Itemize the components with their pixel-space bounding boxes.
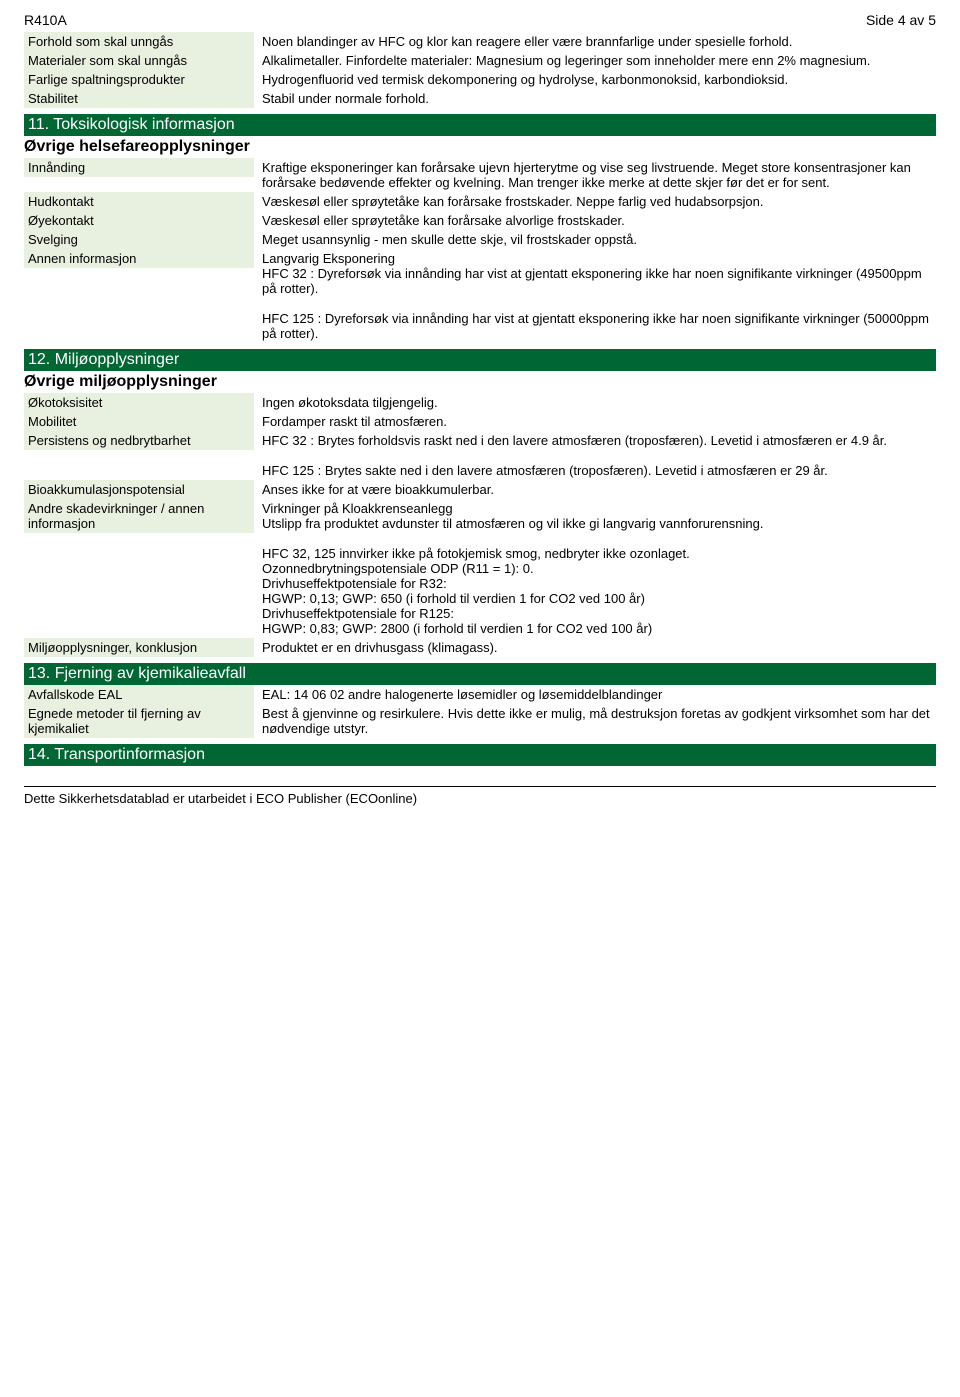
kv-value: Stabil under normale forhold. (254, 89, 936, 108)
kv-value: Alkalimetaller. Finfordelte materialer: … (254, 51, 936, 70)
kv-label: Avfallskode EAL (24, 685, 254, 704)
kv-row: Annen informasjonLangvarig Eksponering H… (24, 249, 936, 343)
section12-subtitle: Øvrige miljøopplysninger (24, 373, 936, 391)
kv-value: Meget usannsynlig - men skulle dette skj… (254, 230, 936, 249)
kv-value: Kraftige eksponeringer kan forårsake uje… (254, 158, 936, 192)
kv-row: StabilitetStabil under normale forhold. (24, 89, 936, 108)
kv-row: Materialer som skal unngåsAlkalimetaller… (24, 51, 936, 70)
kv-label: Persistens og nedbrytbarhet (24, 431, 254, 450)
kv-label: Materialer som skal unngås (24, 51, 254, 70)
footer: Dette Sikkerhetsdatablad er utarbeidet i… (24, 786, 936, 806)
kv-row: Farlige spaltningsprodukterHydrogenfluor… (24, 70, 936, 89)
section11-subtitle: Øvrige helsefareopplysninger (24, 138, 936, 156)
kv-value: Ingen økotoksdata tilgjengelig. (254, 393, 936, 412)
kv-value: Best å gjenvinne og resirkulere. Hvis de… (254, 704, 936, 738)
section12-title: 12. Miljøopplysninger (24, 349, 936, 371)
section11-rows: InnåndingKraftige eksponeringer kan forå… (24, 158, 936, 343)
kv-label: Miljøopplysninger, konklusjon (24, 638, 254, 657)
kv-label: Økotoksisitet (24, 393, 254, 412)
kv-row: SvelgingMeget usannsynlig - men skulle d… (24, 230, 936, 249)
kv-row: HudkontaktVæskesøl eller sprøytetåke kan… (24, 192, 936, 211)
kv-label: Egnede metoder til fjerning av kjemikali… (24, 704, 254, 738)
kv-label: Stabilitet (24, 89, 254, 108)
kv-label: Andre skadevirkninger / annen informasjo… (24, 499, 254, 533)
kv-value: Virkninger på Kloakkrenseanlegg Utslipp … (254, 499, 936, 638)
kv-row: ØyekontaktVæskesøl eller sprøytetåke kan… (24, 211, 936, 230)
section11-title: 11. Toksikologisk informasjon (24, 114, 936, 136)
header-right: Side 4 av 5 (866, 12, 936, 28)
kv-value: Væskesøl eller sprøytetåke kan forårsake… (254, 211, 936, 230)
kv-label: Øyekontakt (24, 211, 254, 230)
kv-value: Langvarig Eksponering HFC 32 : Dyreforsø… (254, 249, 936, 343)
kv-row: Andre skadevirkninger / annen informasjo… (24, 499, 936, 638)
kv-label: Forhold som skal unngås (24, 32, 254, 51)
kv-label: Annen informasjon (24, 249, 254, 268)
kv-row: Avfallskode EALEAL: 14 06 02 andre halog… (24, 685, 936, 704)
kv-value: HFC 32 : Brytes forholdsvis raskt ned i … (254, 431, 936, 480)
kv-label: Hudkontakt (24, 192, 254, 211)
kv-row: MobilitetFordamper raskt til atmosfæren. (24, 412, 936, 431)
section10-rows: Forhold som skal unngåsNoen blandinger a… (24, 32, 936, 108)
kv-row: Egnede metoder til fjerning av kjemikali… (24, 704, 936, 738)
kv-label: Bioakkumulasjonspotensial (24, 480, 254, 499)
kv-value: Noen blandinger av HFC og klor kan reage… (254, 32, 936, 51)
section13-title: 13. Fjerning av kjemikalieavfall (24, 663, 936, 685)
header-left: R410A (24, 12, 67, 28)
section13-rows: Avfallskode EALEAL: 14 06 02 andre halog… (24, 685, 936, 738)
kv-row: InnåndingKraftige eksponeringer kan forå… (24, 158, 936, 192)
kv-label: Innånding (24, 158, 254, 177)
kv-row: BioakkumulasjonspotensialAnses ikke for … (24, 480, 936, 499)
kv-row: Persistens og nedbrytbarhetHFC 32 : Bryt… (24, 431, 936, 480)
kv-row: Forhold som skal unngåsNoen blandinger a… (24, 32, 936, 51)
section14-title: 14. Transportinformasjon (24, 744, 936, 766)
kv-value: Produktet er en drivhusgass (klimagass). (254, 638, 936, 657)
kv-value: Væskesøl eller sprøytetåke kan forårsake… (254, 192, 936, 211)
kv-row: ØkotoksisitetIngen økotoksdata tilgjenge… (24, 393, 936, 412)
kv-label: Svelging (24, 230, 254, 249)
page-header: R410A Side 4 av 5 (24, 12, 936, 28)
kv-value: Anses ikke for at være bioakkumulerbar. (254, 480, 936, 499)
kv-label: Farlige spaltningsprodukter (24, 70, 254, 89)
kv-value: EAL: 14 06 02 andre halogenerte løsemidl… (254, 685, 936, 704)
kv-value: Hydrogenfluorid ved termisk dekomponerin… (254, 70, 936, 89)
kv-value: Fordamper raskt til atmosfæren. (254, 412, 936, 431)
kv-label: Mobilitet (24, 412, 254, 431)
kv-row: Miljøopplysninger, konklusjonProduktet e… (24, 638, 936, 657)
section12-rows: ØkotoksisitetIngen økotoksdata tilgjenge… (24, 393, 936, 657)
